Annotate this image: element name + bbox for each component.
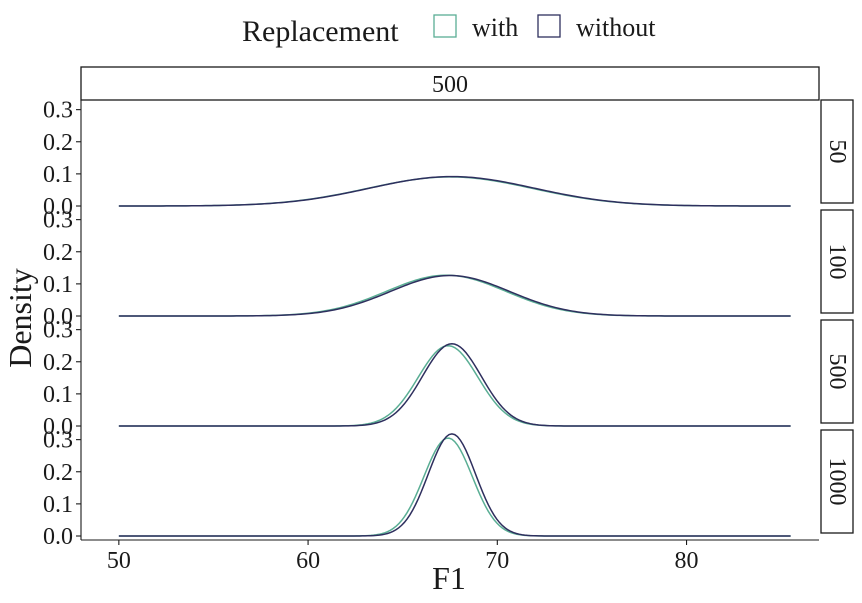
- column-strip-label: 500: [432, 72, 468, 98]
- y-tick-label: 0.3: [43, 318, 73, 344]
- panel-100: 0.0 0.1 0.2 0.3 100: [43, 208, 854, 330]
- y-tick-label: 0.1: [43, 272, 73, 298]
- y-axis-title: Density: [2, 268, 38, 368]
- x-tick-label: 60: [296, 548, 320, 574]
- y-tick-label: 0.2: [43, 240, 73, 266]
- density-line-with: [118, 274, 791, 317]
- row-strip-box: [820, 99, 854, 204]
- column-strip: 500: [80, 66, 820, 101]
- y-tick-label: 0.2: [43, 350, 73, 376]
- density-line-with: [118, 437, 791, 537]
- row-strip-box: [820, 429, 854, 534]
- legend-key-without: [537, 14, 561, 38]
- y-tick-label: 0.0: [43, 524, 73, 550]
- y-tick-label: 0.3: [43, 208, 73, 234]
- y-tick-label: 0.3: [43, 98, 73, 124]
- x-axis: 50 60 70 80: [81, 539, 819, 574]
- row-strip-label: 500: [824, 354, 850, 390]
- y-tick-label: 0.0: [43, 194, 73, 220]
- legend: Replacement with without: [242, 13, 656, 48]
- legend-label-with: with: [472, 13, 518, 42]
- x-axis-title: F1: [432, 560, 466, 596]
- legend-title: Replacement: [242, 15, 399, 48]
- column-strip-box: [80, 66, 820, 101]
- legend-key-with: [433, 14, 457, 38]
- x-tick-label: 70: [485, 548, 509, 574]
- y-tick-label: 0.2: [43, 130, 73, 156]
- row-strip-label: 100: [824, 244, 850, 280]
- legend-label-without: without: [576, 13, 656, 42]
- density-line-with: [118, 176, 791, 207]
- x-tick-label: 80: [675, 548, 699, 574]
- panel-500: 0.0 0.1 0.2 0.3 500: [43, 318, 854, 440]
- row-strip-box: [820, 209, 854, 314]
- density-line-without: [118, 433, 791, 537]
- density-line-with: [118, 344, 791, 427]
- density-line-without: [118, 175, 791, 207]
- y-tick-label: 0.3: [43, 428, 73, 454]
- row-strip-label: 50: [824, 140, 850, 164]
- y-tick-label: 0.2: [43, 460, 73, 486]
- density-line-without: [118, 274, 791, 317]
- x-tick-label: 50: [107, 548, 131, 574]
- y-tick-label: 0.1: [43, 382, 73, 408]
- row-strip-label: 1000: [824, 458, 850, 506]
- panel-50: 0.0 0.1 0.2 0.3 50: [43, 98, 854, 220]
- y-tick-label: 0.0: [43, 304, 73, 330]
- y-tick-label: 0.1: [43, 492, 73, 518]
- density-line-without: [118, 343, 791, 427]
- row-strip-box: [820, 319, 854, 424]
- panel-1000: 0.0 0.1 0.2 0.3 1000: [43, 428, 854, 550]
- panels: 0.00.10.20.3500.00.10.20.31000.00.10.20.…: [43, 98, 854, 550]
- y-tick-label: 0.0: [43, 414, 73, 440]
- y-tick-label: 0.1: [43, 162, 73, 188]
